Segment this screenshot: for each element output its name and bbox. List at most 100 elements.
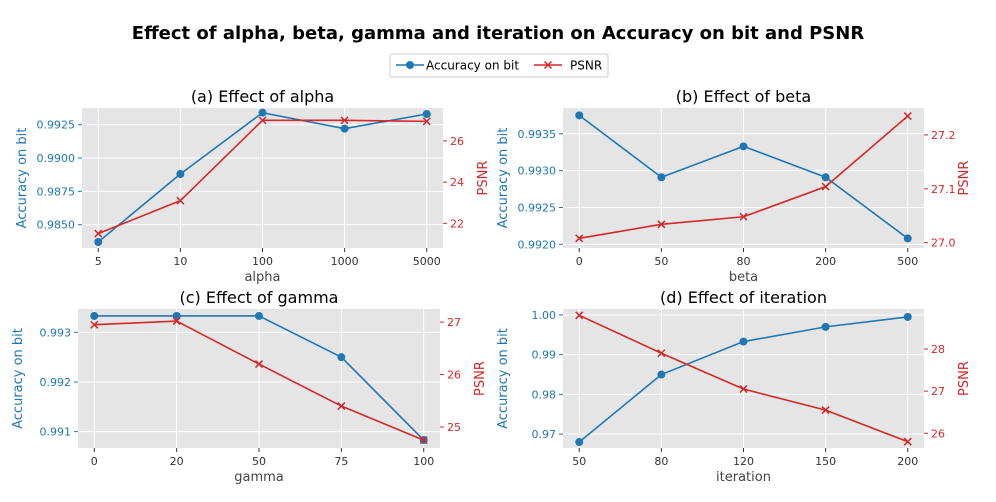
psnr-point-stroke — [739, 212, 748, 221]
legend-psnr-label: PSNR — [570, 59, 602, 73]
x-tick-label: 50 — [572, 455, 586, 468]
x-tick-label: 5 — [95, 255, 102, 268]
x-tick-label: 100 — [413, 455, 434, 468]
psnr-point — [340, 116, 349, 125]
psnr-point-stroke — [337, 402, 346, 411]
x-tick-label: 100 — [252, 255, 273, 268]
psnr-point — [254, 360, 264, 369]
accuracy-point — [657, 173, 666, 182]
psnr-point-stroke — [254, 360, 264, 369]
right-y-tick-label: 24 — [450, 176, 464, 189]
left-y-axis-label: Accuracy on bit — [496, 128, 511, 229]
psnr-point — [903, 437, 912, 446]
psnr-point — [575, 311, 584, 320]
right-y-axis-label: PSNR — [473, 361, 488, 396]
accuracy-point — [172, 311, 181, 320]
x-tick-label: 10 — [173, 255, 187, 268]
psnr-point-stroke — [340, 116, 349, 125]
psnr-point-stroke — [903, 112, 912, 121]
psnr-point — [90, 320, 99, 329]
right-y-tick-label: 26 — [450, 135, 464, 148]
right-y-tick-label: 25 — [447, 421, 461, 434]
x-tick-label: 1000 — [331, 255, 359, 268]
panel-title: (a) Effect of alpha — [191, 87, 334, 106]
x-tick-label: 0 — [91, 455, 98, 468]
left-y-tick-label: 0.9925 — [518, 201, 557, 214]
psnr-point-stroke — [176, 196, 185, 205]
psnr-point — [739, 212, 748, 221]
psnr-point-stroke — [821, 182, 830, 191]
psnr-point-stroke — [422, 117, 431, 126]
left-y-tick-label: 0.99 — [532, 349, 557, 362]
legend-box — [389, 53, 609, 78]
psnr-point — [176, 196, 185, 205]
x-tick-label: 200 — [815, 255, 836, 268]
psnr-point-stroke — [94, 229, 103, 238]
left-y-tick-label: 0.9935 — [518, 128, 557, 141]
panel-title: (d) Effect of iteration — [660, 288, 827, 307]
accuracy-point — [90, 311, 99, 320]
psnr-point — [821, 406, 830, 415]
right-y-axis-label: PSNR — [957, 161, 972, 196]
right-y-axis-label: PSNR — [957, 361, 972, 396]
accuracy-point — [176, 170, 185, 178]
panel-beta: 0 50 80 200 500 0.9920 0.9925 0.9930 0.9935 27.0 2… — [496, 87, 972, 285]
left-y-tick-label: 0.9875 — [37, 185, 76, 198]
left-y-tick-label: 0.97 — [532, 428, 557, 441]
accuracy-point — [739, 142, 748, 151]
panel-alpha: 5 10 100 1000 5000 0.9850 0.9875 0.9900 0.9925 22… — [15, 87, 491, 285]
accuracy-point — [903, 234, 912, 243]
psnr-point-stroke — [657, 349, 666, 358]
x-axis-label: alpha — [244, 270, 280, 285]
x-tick-label: 5000 — [413, 255, 441, 268]
accuracy-point — [337, 353, 346, 362]
panel-iteration: 50 80 120 150 200 0.97 0.98 0.99 1.00 26 27 28 (d) E… — [496, 288, 972, 485]
left-y-tick-label: 0.98 — [532, 388, 557, 401]
psnr-point — [657, 220, 666, 229]
psnr-point — [575, 234, 584, 243]
accuracy-point — [94, 238, 103, 246]
accuracy-point — [258, 108, 267, 117]
psnr-point — [419, 436, 428, 445]
x-tick-label: 80 — [654, 455, 668, 468]
psnr-point — [903, 112, 912, 121]
x-tick-label: 150 — [815, 455, 836, 468]
legend-psnr-marker — [543, 60, 553, 70]
left-y-axis-label: Accuracy on bit — [15, 128, 30, 229]
accuracy-point — [821, 322, 830, 331]
x-axis-label: gamma — [234, 470, 284, 485]
x-tick-label: 500 — [897, 255, 918, 268]
left-y-tick-label: 0.9930 — [518, 165, 557, 178]
accuracy-point — [422, 110, 431, 118]
left-y-axis-label: Accuracy on bit — [496, 328, 511, 429]
x-axis-label: iteration — [716, 470, 771, 485]
right-y-tick-label: 27 — [931, 385, 945, 398]
psnr-point — [172, 317, 181, 326]
left-y-tick-label: 0.993 — [40, 326, 72, 339]
psnr-point-stroke — [575, 234, 584, 243]
x-tick-label: 120 — [733, 455, 754, 468]
psnr-point-stroke — [419, 436, 428, 445]
left-y-tick-label: 0.9920 — [518, 238, 557, 251]
psnr-point — [258, 116, 267, 125]
right-y-axis-label: PSNR — [476, 161, 491, 196]
accuracy-point — [255, 311, 263, 320]
accuracy-point — [575, 438, 584, 447]
right-y-tick-label: 27.2 — [931, 129, 956, 142]
psnr-point-stroke — [903, 437, 912, 446]
accuracy-point — [903, 312, 912, 321]
right-y-tick-label: 27 — [447, 316, 461, 329]
x-tick-label: 50 — [654, 255, 668, 268]
right-y-tick-label: 27.0 — [931, 237, 956, 250]
panel-title: (b) Effect of beta — [676, 87, 811, 106]
psnr-point-stroke — [821, 406, 830, 415]
legend: Accuracy on bit PSNR — [389, 53, 609, 78]
left-y-tick-label: 0.992 — [40, 376, 72, 389]
x-tick-label: 80 — [737, 255, 751, 268]
x-tick-label: 75 — [334, 455, 348, 468]
accuracy-point — [821, 173, 830, 182]
right-y-tick-label: 27.1 — [931, 183, 956, 196]
right-y-tick-label: 26 — [447, 369, 461, 382]
accuracy-point — [340, 124, 349, 133]
